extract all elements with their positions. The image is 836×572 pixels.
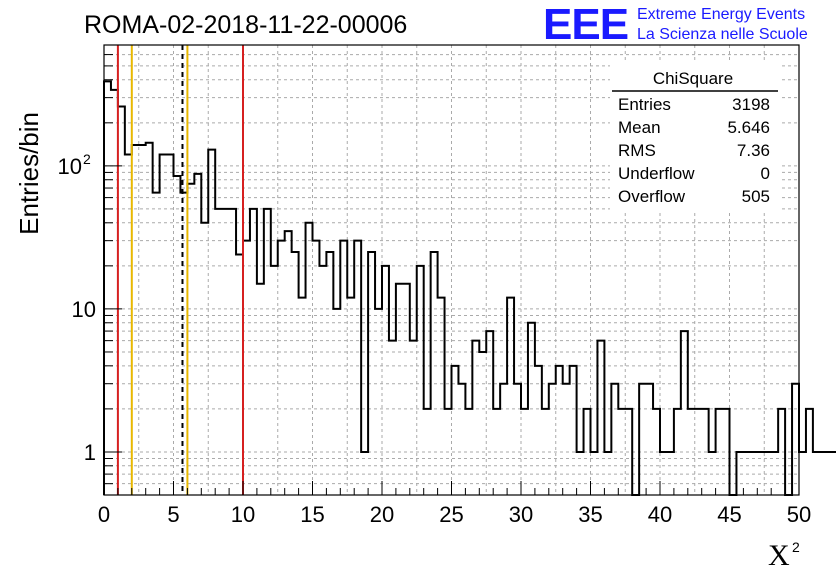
x-tick-label: 0 (98, 502, 110, 527)
y-tick-label-superscript: 2 (83, 151, 91, 167)
x-tick-label: 45 (717, 502, 741, 527)
y-axis-label: Entries/bin (14, 112, 44, 235)
stats-row-label: RMS (618, 141, 656, 160)
stats-row-value: 3198 (732, 95, 770, 114)
x-tick-label: 50 (787, 502, 811, 527)
stats-row-value: 0 (761, 164, 770, 183)
x-tick-label: 20 (370, 502, 394, 527)
stats-row-label: Mean (618, 118, 661, 137)
stats-box: ChiSquare Entries 3198 Mean 5.646 RMS 7.36 Und… (610, 62, 780, 212)
logo-line-1: Extreme Energy Events (637, 6, 805, 23)
x-axis-label-superscript: 2 (792, 539, 800, 555)
x-axis-label-main: X (768, 539, 790, 572)
x-tick-label: 25 (439, 502, 463, 527)
eee-logo: EEE Extreme Energy Events La Scienza nel… (543, 0, 808, 49)
y-tick-label: 1 (84, 440, 96, 465)
stats-row-label: Overflow (618, 187, 686, 206)
stats-row-label: Underflow (618, 164, 695, 183)
chart-title: ROMA-02-2018-11-22-00006 (84, 11, 407, 39)
eee-logo-mark: EEE (543, 0, 628, 49)
x-tick-label: 15 (300, 502, 324, 527)
marker-lines (116, 45, 244, 495)
stats-row-value: 5.646 (727, 118, 770, 137)
stats-row-value: 7.36 (737, 141, 770, 160)
x-tick-label: 5 (167, 502, 179, 527)
stats-row-label: Entries (618, 95, 671, 114)
y-tick-label: 10 (72, 297, 96, 322)
stats-box-rows: Entries 3198 Mean 5.646 RMS 7.36 Underflow 0 Ove… (618, 95, 770, 206)
x-tick-labels: 0 5 10 15 20 25 30 35 40 45 50 (98, 502, 811, 527)
x-axis-label: X 2 (768, 539, 800, 572)
stats-row-value: 505 (742, 187, 770, 206)
x-tick-label: 40 (648, 502, 672, 527)
axis-ticks (103, 44, 800, 496)
logo-line-2: La Scienza nelle Scuole (637, 26, 808, 43)
histogram-outline (103, 80, 836, 496)
stats-box-title: ChiSquare (653, 69, 733, 88)
y-tick-label: 10 (58, 154, 82, 179)
stats-box-background (610, 62, 780, 212)
histogram-bars (103, 80, 836, 496)
x-tick-label: 10 (231, 502, 255, 527)
x-tick-label: 35 (578, 502, 602, 527)
x-tick-label: 30 (509, 502, 533, 527)
